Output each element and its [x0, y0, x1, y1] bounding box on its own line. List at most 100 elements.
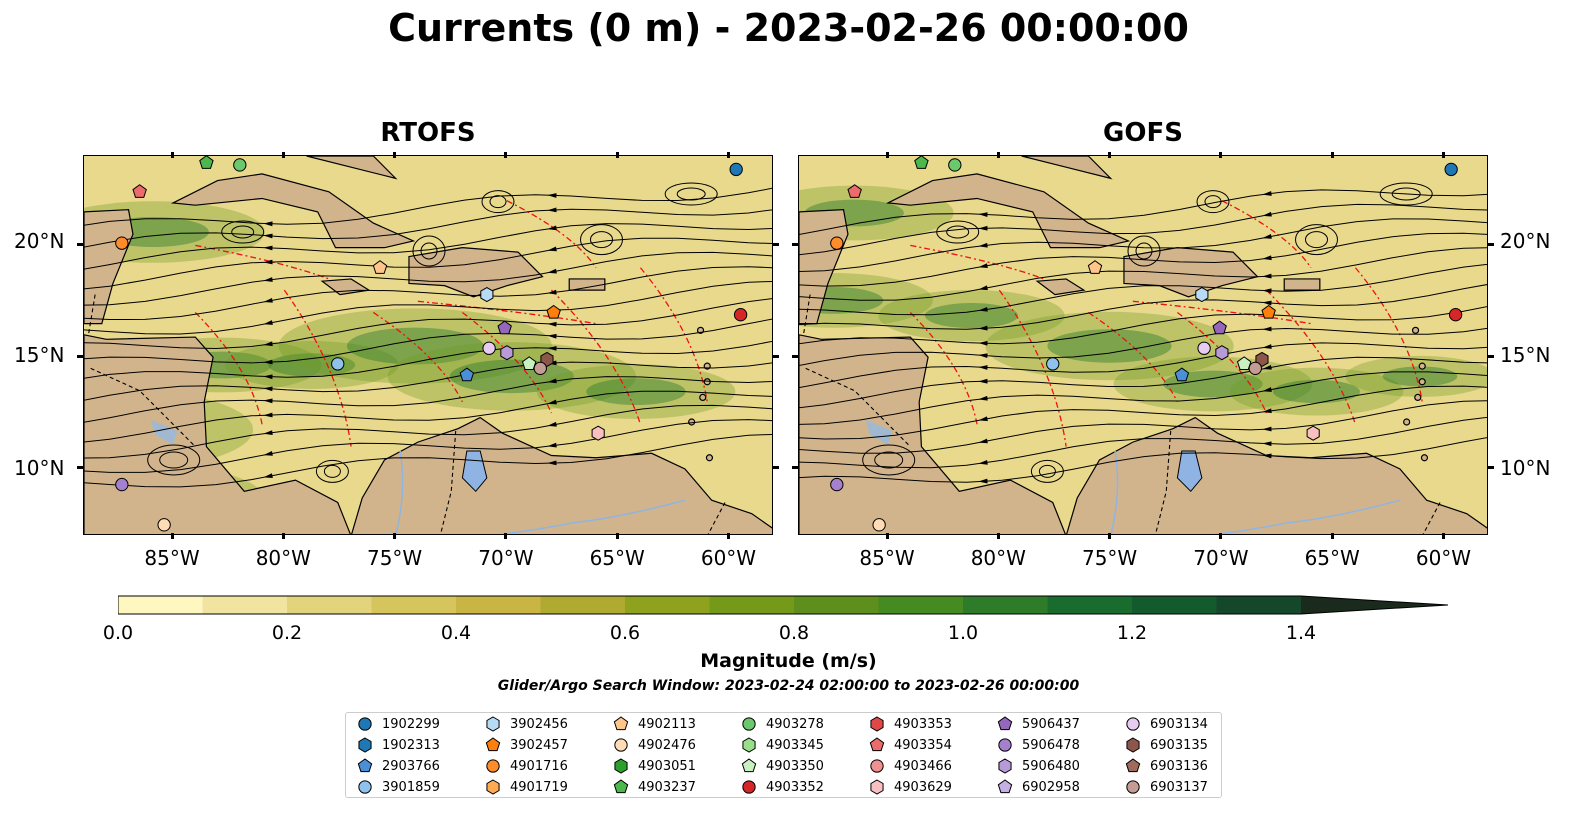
colorbar-label: Magnitude (m/s): [700, 650, 877, 672]
colorbar-segment: [540, 596, 626, 614]
colorbar-segment: [202, 596, 288, 614]
legend-marker: [485, 737, 501, 752]
lon-tick: [504, 533, 508, 539]
lon-tick: [885, 533, 889, 539]
colorbar-segment: [1132, 596, 1217, 614]
float-marker-4903237: [914, 156, 929, 169]
float-marker-1902299: [1444, 162, 1458, 177]
float-markers: [830, 156, 1463, 532]
float-marker-3901859: [1046, 357, 1060, 371]
hexagon-marker-icon: [742, 737, 756, 753]
map-rtofs[interactable]: [83, 155, 773, 535]
legend-marker: [997, 779, 1013, 794]
hexagon-marker-icon: [358, 737, 372, 753]
float-marker-5906437: [1212, 320, 1227, 335]
map-canvas: [799, 156, 1487, 534]
legend-label: 4903237: [638, 779, 696, 795]
lon-tick: [393, 152, 397, 158]
float-marker-4903354: [132, 184, 147, 198]
legend-marker: [869, 737, 885, 752]
lat-tick: [792, 466, 798, 470]
legend-item: 4902113: [612, 715, 696, 733]
lat-tick: [792, 242, 798, 246]
lon-tick: [170, 533, 174, 539]
hexagon-marker-icon: [1126, 737, 1140, 753]
current-streamlines: [799, 182, 1487, 483]
legend-item: 4902476: [612, 736, 696, 754]
lat-label-20n-right: 20°N: [1500, 229, 1551, 253]
float-marker-4903278: [233, 158, 247, 172]
circle-marker-icon: [358, 717, 372, 731]
lon-tick: [1108, 152, 1112, 158]
legend-marker: [358, 780, 372, 794]
legend-marker: [742, 737, 756, 753]
legend-label: 4903345: [766, 737, 824, 753]
legend-marker: [614, 758, 628, 774]
lon-label-gofs-70W: 70°W: [1193, 546, 1249, 570]
colorbar-segment: [709, 596, 795, 614]
lon-tick: [393, 533, 397, 539]
lon-label-gofs-75W: 75°W: [1081, 546, 1138, 570]
legend-item: 3902456: [484, 715, 568, 733]
lon-tick: [615, 152, 619, 158]
legend-marker: [870, 779, 884, 795]
legend-item: 5906437: [996, 715, 1080, 733]
circle-marker-icon: [486, 759, 500, 773]
colorbar-tick-label: 1.0: [947, 622, 979, 644]
float-marker-6903134: [1197, 341, 1211, 355]
hexagon-marker-icon: [486, 716, 500, 732]
colorbar-tick-label: 0.4: [440, 622, 472, 644]
float-marker-3902456: [1195, 287, 1209, 303]
lon-tick: [615, 533, 619, 539]
float-marker-4902476: [157, 518, 171, 532]
pentagon-marker-icon: [357, 758, 373, 773]
legend-item: 4903345: [740, 736, 824, 754]
legend-label: 3902456: [510, 716, 568, 732]
lat-tick: [1488, 354, 1494, 358]
float-marker-5906437: [497, 320, 512, 335]
legend-item: 3901859: [356, 778, 440, 796]
legend-label: 4903354: [894, 737, 952, 753]
lakes: [865, 419, 1203, 493]
legend-label: 5906480: [1022, 758, 1080, 774]
colorbar-segment: [794, 596, 879, 614]
lon-tick: [281, 152, 285, 158]
legend-marker: [357, 758, 373, 773]
lon-label-gofs-85W: 85°W: [859, 546, 915, 570]
lon-tick: [1219, 152, 1223, 158]
float-marker-4901716: [115, 236, 129, 250]
legend-label: 4903352: [766, 779, 824, 795]
float-marker-4903350: [1236, 356, 1252, 371]
lat-tick: [77, 354, 83, 358]
float-marker-4902113: [372, 260, 388, 274]
legend-item: 6903137: [1124, 778, 1208, 796]
legend-label: 5906478: [1022, 737, 1080, 753]
legend-label: 4903051: [638, 758, 696, 774]
lat-label-15n-left: 15°N: [14, 343, 65, 367]
colorbar-tick-label: 1.4: [1285, 622, 1317, 644]
float-marker-1902299: [729, 162, 743, 177]
lat-tick: [773, 354, 779, 358]
legend-marker: [1126, 737, 1140, 753]
lon-tick: [1219, 533, 1223, 539]
circle-marker-icon: [742, 780, 756, 794]
float-marker-4903237: [199, 156, 214, 169]
legend-marker: [1125, 758, 1141, 773]
hexagon-marker-icon: [614, 758, 628, 774]
float-marker-5906478: [830, 477, 844, 492]
colorbar-segment: [1216, 596, 1302, 614]
legend-item: 1902299: [356, 715, 440, 733]
lon-tick: [1441, 533, 1445, 539]
eez-boundaries: [194, 200, 708, 447]
legend-label: 6903136: [1150, 758, 1208, 774]
float-marker-6903134: [482, 341, 496, 355]
map-gofs[interactable]: [798, 155, 1488, 535]
colorbar-segment: [287, 596, 372, 614]
legend-item: 4903353: [868, 715, 952, 733]
float-marker-4901716: [830, 236, 844, 250]
legend-item: 6902958: [996, 778, 1080, 796]
legend-marker: [613, 779, 629, 794]
lat-label-10n-right: 10°N: [1500, 456, 1551, 480]
legend-item: 4903237: [612, 778, 696, 796]
circle-marker-icon: [998, 738, 1012, 752]
